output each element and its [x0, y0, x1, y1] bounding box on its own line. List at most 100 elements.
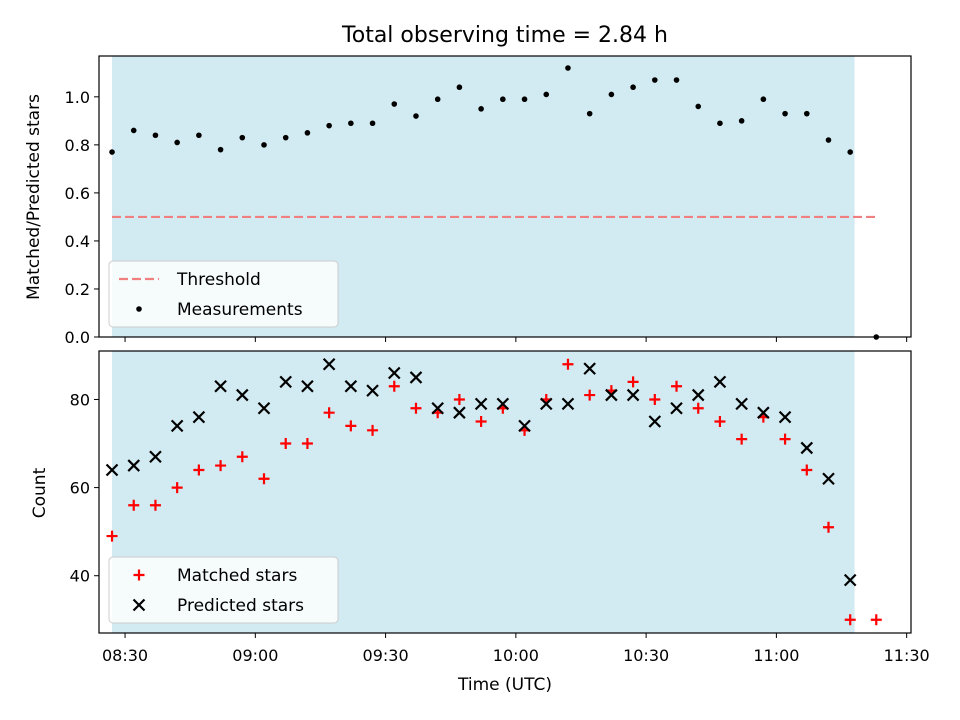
x-tick-label: 09:00: [232, 646, 278, 665]
legend-label: Threshold: [176, 270, 261, 290]
data-point: [717, 120, 723, 127]
data-point: [713, 375, 727, 389]
data-point: [562, 358, 574, 370]
data-point: [521, 96, 528, 103]
data-point: [322, 357, 336, 371]
data-point: [779, 433, 791, 445]
data-point: [431, 402, 444, 415]
x-tick-label: 08:30: [102, 646, 148, 665]
data-point: [388, 380, 400, 392]
data-point: [736, 433, 748, 445]
top-y-axis-label: Matched/Predicted stars: [24, 94, 44, 300]
data-point: [778, 410, 792, 424]
data-point: [847, 149, 854, 155]
data-point: [366, 384, 379, 397]
data-point: [109, 149, 115, 155]
data-point: [174, 139, 180, 146]
data-point: [475, 416, 487, 427]
data-point: [478, 106, 484, 112]
data-point: [870, 614, 882, 626]
data-point: [518, 419, 531, 433]
x-tick-label: 10:00: [493, 646, 539, 665]
data-point: [215, 460, 227, 472]
data-point: [474, 397, 488, 411]
data-point: [649, 393, 661, 405]
data-point: [171, 482, 183, 494]
data-point: [152, 132, 159, 139]
legend-label: Matched stars: [177, 566, 297, 586]
data-point: [671, 380, 683, 392]
legend: Matched stars Predicted stars: [108, 556, 339, 624]
legend-box: [108, 556, 339, 624]
data-point: [130, 127, 137, 134]
data-point: [127, 459, 141, 472]
legend-box: [108, 260, 339, 328]
data-point: [367, 424, 379, 436]
y-tick-label: 0.4: [65, 232, 90, 251]
data-point: [760, 96, 767, 103]
y-tick-label: 0.8: [65, 136, 90, 155]
data-point: [239, 134, 246, 141]
chart-title: Total observing time = 2.84 h: [341, 23, 668, 48]
data-point: [257, 402, 271, 415]
x-tick-label: 11:00: [753, 646, 799, 665]
legend-label: Predicted stars: [177, 596, 304, 616]
data-point: [170, 419, 184, 433]
data-point: [434, 96, 441, 103]
x-axis-label: Time (UTC): [457, 675, 552, 695]
data-point: [695, 103, 702, 110]
bottom-y-axis-label: Count: [30, 467, 50, 518]
data-point: [605, 388, 618, 402]
data-point: [391, 101, 398, 107]
data-point: [627, 376, 639, 388]
data-point: [561, 397, 575, 411]
data-point: [825, 137, 832, 143]
data-point: [844, 614, 856, 626]
data-point: [214, 379, 227, 393]
data-point: [236, 451, 248, 463]
data-point: [280, 438, 292, 450]
data-point: [583, 362, 596, 375]
y-tick-label: 1.0: [65, 88, 90, 107]
data-point: [543, 91, 550, 98]
data-point: [496, 397, 510, 411]
data-point: [500, 96, 506, 103]
data-point: [106, 530, 118, 542]
legend-marker: [132, 598, 146, 612]
legend: Threshold Measurements: [108, 260, 339, 328]
data-point: [413, 113, 419, 119]
legend-marker: [136, 306, 142, 312]
bottom-panel: 40 60 80 08:30 09:00 09:30 10:00 10:30 11:00 11:3…: [70, 350, 930, 665]
data-point: [738, 118, 745, 124]
data-point: [304, 130, 311, 136]
data-point: [105, 463, 119, 477]
data-point: [800, 441, 814, 455]
data-point: [149, 499, 161, 511]
data-point: [735, 397, 748, 411]
data-point: [648, 415, 662, 428]
top-panel: 0.0 0.2 0.4 0.6 0.8 1.0 Threshold Measurements: [65, 55, 912, 347]
data-point: [456, 84, 463, 91]
axes-frame: [98, 350, 912, 634]
y-tick-label: 0.2: [65, 280, 90, 299]
data-point: [387, 366, 401, 380]
data-point: [608, 91, 615, 98]
data-point: [757, 406, 770, 419]
series-predicted-stars: [105, 357, 857, 587]
data-point: [301, 379, 314, 393]
data-point: [714, 416, 726, 427]
data-point: [670, 402, 683, 415]
data-point: [801, 464, 813, 476]
data-point: [282, 134, 289, 141]
data-point: [453, 393, 465, 405]
series-measurements: [109, 65, 880, 340]
data-point: [626, 388, 640, 402]
data-point: [673, 77, 680, 83]
data-point: [345, 420, 357, 432]
data-point: [692, 402, 704, 414]
data-point: [822, 521, 834, 533]
y-tick-label: 60: [70, 479, 90, 498]
data-point: [128, 499, 140, 511]
y-tick-label: 0.6: [65, 184, 90, 203]
